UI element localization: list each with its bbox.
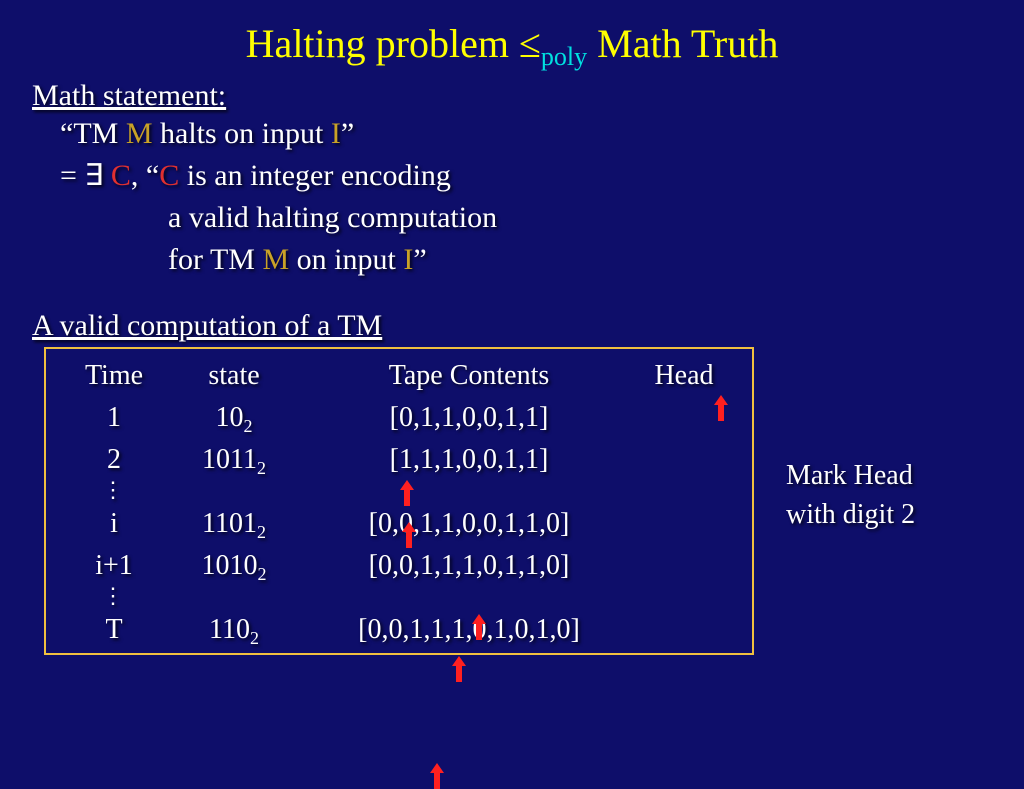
l4-M: M: [262, 243, 289, 276]
hdr-tape: Tape Contents: [304, 355, 634, 397]
statement-line-2: = ∃ C, “C is an integer encoding: [60, 155, 984, 197]
l4-mid: on input: [289, 243, 403, 276]
r3-tape: [0,0,1,1,1,0,1,1,0]: [304, 545, 634, 587]
l2-comma: , “: [131, 159, 159, 192]
title-leq: ≤: [519, 21, 541, 66]
r3-state: 10102: [164, 545, 304, 587]
vdots-1: ⋮: [102, 481, 734, 503]
statement-line-3: a valid halting computation: [60, 197, 984, 239]
r3-sub: 2: [258, 564, 267, 584]
r1-tape: [1,1,1,0,0,1,1]: [304, 439, 634, 481]
hdr-state: state: [164, 355, 304, 397]
statement-line-4: for TM M on input I”: [60, 239, 984, 281]
slide-title: Halting problem ≤poly Math Truth: [40, 20, 984, 67]
r1-state: 10112: [164, 439, 304, 481]
r4-state-v: 110: [209, 614, 250, 645]
l1-M: M: [126, 117, 153, 150]
computation-table: Time state Tape Contents Head 1 102 [0,1…: [44, 347, 754, 655]
l2-C2: C: [159, 159, 179, 192]
up-arrow-icon: [452, 656, 466, 682]
r2-state: 11012: [164, 503, 304, 545]
note-line2: with digit 2: [786, 495, 915, 534]
r4-sub: 2: [250, 628, 259, 648]
l2-exists: ∃: [84, 159, 110, 192]
r4-state: 1102: [164, 609, 304, 651]
r1-state-v: 1011: [202, 444, 257, 475]
vdots-2: ⋮: [102, 587, 734, 609]
table-row: i+1 10102 [0,0,1,1,1,0,1,1,0]: [64, 545, 734, 587]
r4-time: T: [64, 609, 164, 651]
slide: Halting problem ≤poly Math Truth Math st…: [0, 0, 1024, 768]
statement-heading: Math statement:: [32, 79, 984, 113]
side-note: Mark Head with digit 2: [786, 456, 915, 534]
table-row: T 1102 [0,0,1,1,1,0,1,0,1,0]: [64, 609, 734, 651]
r2-tape: [0,0,1,1,0,0,1,1,0]: [304, 503, 634, 545]
r1-time: 2: [64, 439, 164, 481]
l1-mid: halts on input: [153, 117, 331, 150]
r0-state-v: 10: [216, 402, 244, 433]
section2-heading: A valid computation of a TM: [32, 309, 984, 343]
l2-C1: C: [111, 159, 131, 192]
r3-state-v: 1010: [202, 550, 258, 581]
l1-I: I: [331, 117, 341, 150]
l1-pre: “TM: [60, 117, 126, 150]
l4-I: I: [403, 243, 413, 276]
table-row: 2 10112 [1,1,1,0,0,1,1]: [64, 439, 734, 481]
r0-tape: [0,1,1,0,0,1,1]: [304, 397, 634, 439]
table-header-row: Time state Tape Contents Head: [64, 355, 734, 397]
l4-post: ”: [413, 243, 426, 276]
l4-pre: for TM: [168, 243, 262, 276]
hdr-time: Time: [64, 355, 164, 397]
r3-time: i+1: [64, 545, 164, 587]
table-row: 1 102 [0,1,1,0,0,1,1]: [64, 397, 734, 439]
l1-post: ”: [341, 117, 354, 150]
title-poly: poly: [541, 42, 587, 71]
l2-rest: is an integer encoding: [179, 159, 451, 192]
up-arrow-icon: [430, 763, 444, 789]
r2-state-v: 1101: [202, 508, 257, 539]
note-line1: Mark Head: [786, 456, 915, 495]
l2-eq: =: [60, 159, 84, 192]
title-part1: Halting problem: [246, 21, 519, 66]
statement-line-1: “TM M halts on input I”: [60, 113, 984, 155]
l4-wrap: for TM M on input I”: [168, 239, 427, 281]
r4-tape: [0,0,1,1,1,0,1,0,1,0]: [304, 609, 634, 651]
r0-sub: 2: [244, 416, 253, 436]
r0-time: 1: [64, 397, 164, 439]
title-part2: Math Truth: [587, 21, 778, 66]
r2-time: i: [64, 503, 164, 545]
hdr-head: Head: [634, 355, 734, 397]
table-row: i 11012 [0,0,1,1,0,0,1,1,0]: [64, 503, 734, 545]
r0-state: 102: [164, 397, 304, 439]
r2-sub: 2: [257, 522, 266, 542]
l3: a valid halting computation: [168, 197, 497, 239]
r1-sub: 2: [257, 458, 266, 478]
